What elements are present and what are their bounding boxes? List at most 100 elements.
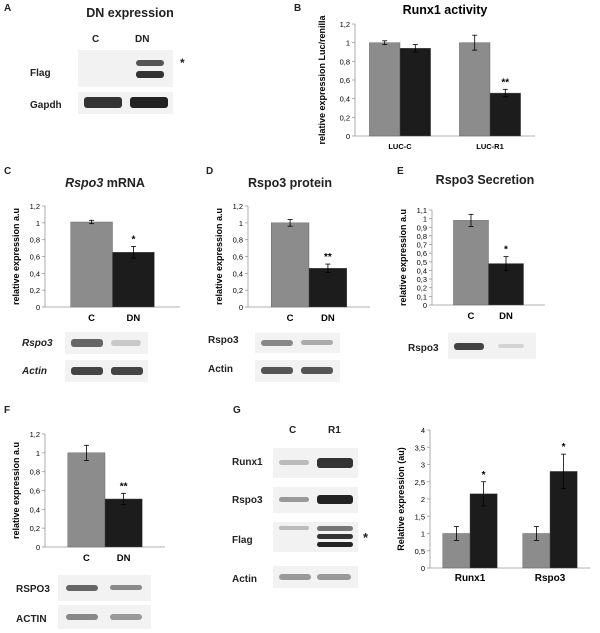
chart-g-ytick-label: 1 <box>421 530 425 539</box>
chart-d-ytick-label: 0,6 <box>233 253 243 262</box>
panel-g-rspo3-blot <box>273 487 358 513</box>
chart-f-ytick-label: 0,4 <box>30 505 40 514</box>
chart-g: 0 0,5 1 1,5 2 2,5 3 3,5 4 Relative expression (au… <box>396 426 590 584</box>
chart-g-annotation: * <box>562 442 566 453</box>
chart-d-xtick-label: DN <box>321 313 335 324</box>
chart-f-ytick-label: 1 <box>36 449 40 458</box>
chart-e-xtick-label: C <box>468 311 475 322</box>
chart-b-xtick-label: LUC-R1 <box>476 142 504 151</box>
chart-c-annotation: * <box>131 234 135 245</box>
panel-c-title-suffix: mRNA <box>103 176 145 190</box>
panel-d-title: Rspo3 protein <box>247 176 333 190</box>
panel-c-rspo3-blot <box>65 332 148 354</box>
panel-letter-d: D <box>206 166 214 177</box>
panel-letter-a: A <box>4 3 12 14</box>
panel-a-asterisk: * <box>180 56 185 70</box>
chart-g-xtick-label: Rspo3 <box>535 573 566 584</box>
chart-d-ytick-label: 0,4 <box>233 269 243 278</box>
chart-e-ytick-label: 1 <box>423 215 427 224</box>
panel-g-lane-c: C <box>289 425 297 436</box>
chart-e-bar <box>453 220 489 306</box>
chart-b-ytick-label: 1,2 <box>340 20 350 29</box>
panel-g-lane-r1: R1 <box>328 425 341 436</box>
panel-g-runx1-blot <box>273 448 358 478</box>
chart-c-bar <box>112 252 155 308</box>
chart-c-xtick-label: C <box>88 313 95 324</box>
chart-f-ylabel: relative expression a.u <box>11 442 21 539</box>
panel-g-flag-blot <box>273 522 358 552</box>
chart-b-ytick-label: 0,6 <box>340 76 350 85</box>
chart-g-ylabel: Relative expression (au) <box>396 447 406 551</box>
chart-f-bar <box>67 452 106 548</box>
panel-letter-b: B <box>294 3 302 14</box>
chart-b-annotation: ** <box>501 77 509 88</box>
chart-f-ytick-label: 0,2 <box>30 524 40 533</box>
chart-b-bar <box>459 42 491 137</box>
chart-g-ytick-label: 3 <box>421 461 425 470</box>
panel-e-rspo3-blot <box>448 333 536 359</box>
panel-letter-e: E <box>397 166 404 177</box>
panel-f-rspo3-blot <box>58 575 151 601</box>
chart-b-ytick-label: 1 <box>346 39 350 48</box>
chart-e-ytick-label: 0 <box>423 301 427 310</box>
panel-letter-f: F <box>4 405 11 416</box>
panel-a-flag-blot <box>78 50 173 87</box>
chart-g-annotation: * <box>482 470 486 481</box>
panel-f-row-actin: ACTIN <box>16 614 47 625</box>
chart-g-ytick-label: 1,5 <box>415 512 425 521</box>
panel-c-row-actin: Actin <box>22 366 47 377</box>
chart-f-xtick-label: DN <box>117 553 131 564</box>
chart-e-ytick-label: 0,9 <box>417 223 427 232</box>
chart-e-ytick-label: 0,5 <box>417 258 427 267</box>
chart-d-bar <box>270 222 310 308</box>
panel-c-row-rspo3: Rspo3 <box>22 338 53 349</box>
panel-d-row-rspo3: Rspo3 <box>208 335 239 346</box>
chart-b-ytick-label: 0 <box>346 132 350 141</box>
chart-d-ylabel: relative expression a.u <box>214 208 224 305</box>
chart-c-ytick-label: 0,4 <box>30 269 40 278</box>
panel-a-gapdh-blot <box>78 92 173 114</box>
panel-d-actin-blot <box>255 360 340 382</box>
chart-d-annotation: ** <box>324 252 332 263</box>
panel-f-actin-blot <box>58 605 151 629</box>
chart-e-ytick-label: 0,4 <box>417 266 427 275</box>
panel-a-title: DN expression <box>86 6 174 20</box>
chart-d: 0 0,2 0,4 0,6 0,8 1 1,2 relative expression a.u… <box>214 202 370 324</box>
chart-d-ytick-label: 0 <box>239 303 243 312</box>
chart-g-ytick-label: 3,5 <box>415 443 425 452</box>
panel-g-asterisk: * <box>363 530 369 545</box>
chart-b-title: Runx1 activity <box>403 3 488 17</box>
chart-e-ytick-label: 0,2 <box>417 284 427 293</box>
panel-a-lane-c: C <box>92 34 100 45</box>
panel-g-row-actin: Actin <box>232 574 257 585</box>
chart-d-xtick-label: C <box>287 313 294 324</box>
chart-e-ytick-label: 0,7 <box>417 241 427 250</box>
panel-g-row-rspo3: Rspo3 <box>232 495 263 506</box>
chart-f-bar <box>104 498 143 548</box>
chart-g-ytick-label: 2,5 <box>415 478 425 487</box>
chart-c-ytick-label: 0,8 <box>30 236 40 245</box>
panel-c-actin-blot <box>65 360 148 382</box>
chart-b-xtick-label: LUC-C <box>388 142 412 151</box>
chart-b-bar <box>489 92 521 137</box>
chart-b-bar <box>399 48 431 137</box>
chart-g-ytick-label: 2 <box>421 495 425 504</box>
chart-c-ytick-label: 1 <box>36 219 40 228</box>
chart-b-ytick-label: 0,8 <box>340 57 350 66</box>
chart-e-ytick-label: 0,3 <box>417 275 427 284</box>
panel-letter-c: C <box>4 166 12 177</box>
chart-e-xtick-label: DN <box>499 311 513 322</box>
panel-g-row-flag: Flag <box>232 535 253 546</box>
chart-f-ytick-label: 1,2 <box>30 430 40 439</box>
panel-a-row-gapdh: Gapdh <box>30 100 62 111</box>
chart-g-xtick-label: Runx1 <box>455 573 486 584</box>
chart-f-ytick-label: 0,8 <box>30 468 40 477</box>
chart-g-ytick-label: 0,5 <box>415 547 425 556</box>
chart-c-ytick-label: 0,6 <box>30 253 40 262</box>
chart-f-ytick-label: 0 <box>36 543 40 552</box>
panel-e-title: Rspo3 Secretion <box>435 173 535 187</box>
chart-c-bar <box>70 221 113 308</box>
panel-g-actin-blot <box>273 566 358 588</box>
chart-d-ytick-label: 0,8 <box>233 236 243 245</box>
chart-f-annotation: ** <box>120 481 128 492</box>
